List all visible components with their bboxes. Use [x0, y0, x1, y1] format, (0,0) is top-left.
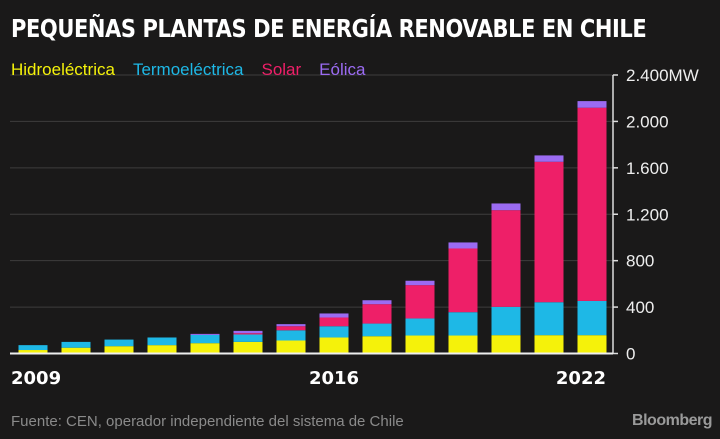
bar-hidroeléctrica-2017 [362, 336, 392, 354]
bar-termoeléctrica-2015 [276, 330, 306, 341]
y-tick-label: 1.600 [626, 159, 669, 178]
bar-eólica-2015 [276, 324, 306, 327]
bar-hidroeléctrica-2012 [147, 345, 177, 354]
bar-eólica-2016 [319, 313, 349, 318]
y-tick-label: 400 [626, 298, 654, 317]
y-tick-label: 800 [626, 252, 654, 271]
bar-eólica-2017 [362, 300, 392, 305]
bar-eólica-2020 [491, 203, 521, 211]
bar-eólica-2018 [405, 280, 435, 286]
legend-hidroelectrica: Hidroeléctrica [11, 60, 115, 79]
bar-termoeléctrica-2021 [534, 302, 564, 336]
bar-termoeléctrica-2022 [577, 300, 607, 336]
bar-solar-2016 [319, 317, 349, 327]
bar-hidroeléctrica-2015 [276, 340, 306, 354]
bar-solar-2015 [276, 326, 306, 331]
x-tick-label: 2016 [309, 368, 359, 389]
x-tick-label: 2009 [11, 368, 61, 389]
bar-solar-2018 [405, 285, 435, 319]
y-tick-label: 1.200 [626, 205, 669, 224]
source-note: Fuente: CEN, operador independiente del … [11, 413, 404, 430]
bar-hidroeléctrica-2016 [319, 337, 349, 354]
bar-hidroeléctrica-2019 [448, 335, 478, 354]
bar-hidroeléctrica-2022 [577, 335, 607, 354]
bar-solar-2014 [233, 333, 263, 335]
bar-termoeléctrica-2012 [147, 337, 177, 346]
bar-termoeléctrica-2017 [362, 323, 392, 337]
y-tick-label: 2.000 [626, 112, 669, 131]
bar-eólica-2022 [577, 101, 607, 108]
bar-hidroeléctrica-2014 [233, 341, 263, 354]
bar-eólica-2021 [534, 155, 564, 162]
bar-eólica-2014 [233, 330, 263, 334]
bar-solar-2021 [534, 161, 564, 303]
bar-hidroeléctrica-2011 [104, 346, 134, 354]
bar-termoeléctrica-2014 [233, 334, 263, 342]
bar-termoeléctrica-2011 [104, 339, 134, 347]
y-tick-label: 0 [626, 345, 635, 364]
bar-termoeléctrica-2013 [190, 334, 220, 344]
bar-termoeléctrica-2010 [61, 341, 91, 348]
bar-hidroeléctrica-2013 [190, 343, 220, 354]
legend-solar: Solar [261, 60, 302, 79]
bar-solar-2017 [362, 304, 392, 324]
legend-eolica: Eólica [319, 60, 366, 79]
bloomberg-logo: Bloomberg [632, 412, 712, 429]
bar-solar-2022 [577, 107, 607, 301]
bar-hidroeléctrica-2020 [491, 335, 521, 354]
bar-solar-2019 [448, 248, 478, 313]
legend-termoelectrica: Termoeléctrica [132, 60, 244, 79]
bar-hidroeléctrica-2010 [61, 347, 91, 354]
bar-eólica-2019 [448, 242, 478, 249]
bar-termoeléctrica-2020 [491, 306, 521, 336]
x-tick-label: 2022 [556, 368, 606, 389]
bar-hidroeléctrica-2009 [18, 350, 48, 354]
legend: Hidroeléctrica Termoeléctrica Solar Eóli… [11, 60, 365, 80]
bar-solar-2020 [491, 210, 521, 307]
bar-termoeléctrica-2016 [319, 326, 349, 338]
bar-termoeléctrica-2019 [448, 312, 478, 336]
bar-hidroeléctrica-2018 [405, 335, 435, 354]
chart-title: PEQUEÑAS PLANTAS DE ENERGÍA RENOVABLE EN… [11, 14, 647, 43]
bar-eólica-2013 [190, 333, 220, 335]
bar-termoeléctrica-2018 [405, 318, 435, 336]
y-tick-label: 2.400MW [626, 66, 699, 85]
bar-termoeléctrica-2009 [18, 345, 48, 351]
bar-hidroeléctrica-2021 [534, 335, 564, 354]
